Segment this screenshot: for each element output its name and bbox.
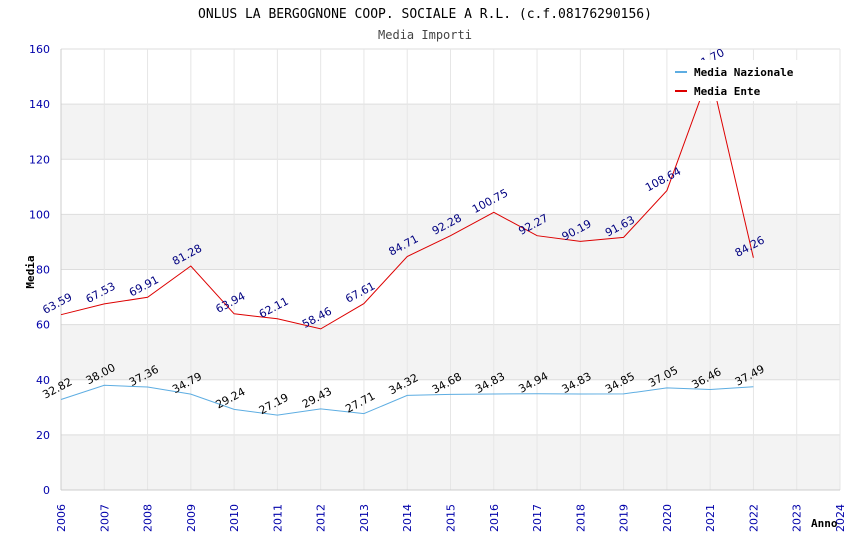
x-tick-label: 2014 bbox=[401, 504, 414, 532]
y-tick-label: 140 bbox=[29, 98, 50, 111]
x-tick-label: 2021 bbox=[704, 504, 717, 532]
legend-box bbox=[668, 60, 809, 101]
legend: Media Nazionale Media Ente bbox=[668, 60, 809, 101]
grid-lines bbox=[60, 48, 841, 491]
x-tick-label: 2012 bbox=[315, 504, 328, 532]
x-tick-label: 2010 bbox=[228, 504, 241, 532]
x-tick-label: 2020 bbox=[661, 504, 674, 532]
x-tick-label: 2023 bbox=[791, 504, 804, 532]
x-tick-label: 2024 bbox=[834, 504, 847, 532]
x-tick-label: 2016 bbox=[488, 504, 501, 532]
x-tick-label: 2007 bbox=[98, 504, 111, 532]
chart-subtitle: Media Importi bbox=[378, 28, 472, 42]
y-axis-label: Media bbox=[24, 255, 37, 288]
x-tick-label: 2019 bbox=[618, 504, 631, 532]
x-tick-label: 2009 bbox=[185, 504, 198, 532]
x-tick-label: 2017 bbox=[531, 504, 544, 532]
legend-entry-label: Media Nazionale bbox=[694, 66, 794, 79]
y-tick-label: 120 bbox=[29, 153, 50, 166]
x-tick-label: 2011 bbox=[271, 504, 284, 532]
x-tick-label: 2006 bbox=[55, 504, 68, 532]
y-tick-label: 40 bbox=[36, 374, 50, 387]
series-lines bbox=[60, 70, 754, 416]
y-tick-label: 20 bbox=[36, 429, 50, 442]
legend-entry-label: Media Ente bbox=[694, 85, 761, 98]
y-tick-label: 160 bbox=[29, 43, 50, 56]
chart-title: ONLUS LA BERGOGNONE COOP. SOCIALE A R.L.… bbox=[198, 7, 652, 22]
x-tick-label: 2022 bbox=[747, 504, 760, 532]
series-line-media-nazionale bbox=[60, 384, 754, 416]
x-axis-label: Anno bbox=[811, 517, 838, 530]
y-tick-label: 100 bbox=[29, 208, 50, 221]
y-tick-label: 0 bbox=[43, 484, 50, 497]
y-axis-ticks: 0 20 40 60 80 100 120 140 160 bbox=[29, 43, 50, 497]
x-tick-label: 2013 bbox=[358, 504, 371, 532]
x-tick-label: 2015 bbox=[445, 504, 458, 532]
x-axis-ticks: 2006 2007 2008 2009 2010 2011 2012 2013 2014 2015… bbox=[55, 504, 847, 532]
x-tick-label: 2008 bbox=[142, 504, 155, 532]
x-tick-label: 2018 bbox=[574, 504, 587, 532]
y-tick-label: 80 bbox=[36, 264, 50, 277]
series-line-media-ente bbox=[60, 70, 754, 330]
y-tick-label: 60 bbox=[36, 319, 50, 332]
